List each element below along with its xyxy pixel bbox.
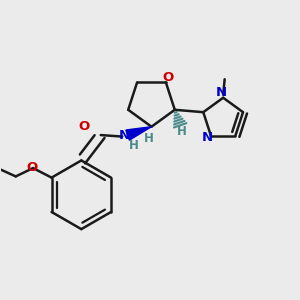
Polygon shape (126, 127, 152, 140)
Text: O: O (26, 161, 38, 174)
Text: N: N (119, 129, 130, 142)
Text: N: N (202, 131, 213, 144)
Text: H: H (144, 132, 153, 145)
Text: H: H (129, 139, 139, 152)
Text: O: O (163, 70, 174, 83)
Text: N: N (216, 86, 227, 99)
Text: H: H (177, 125, 187, 138)
Text: O: O (79, 120, 90, 133)
